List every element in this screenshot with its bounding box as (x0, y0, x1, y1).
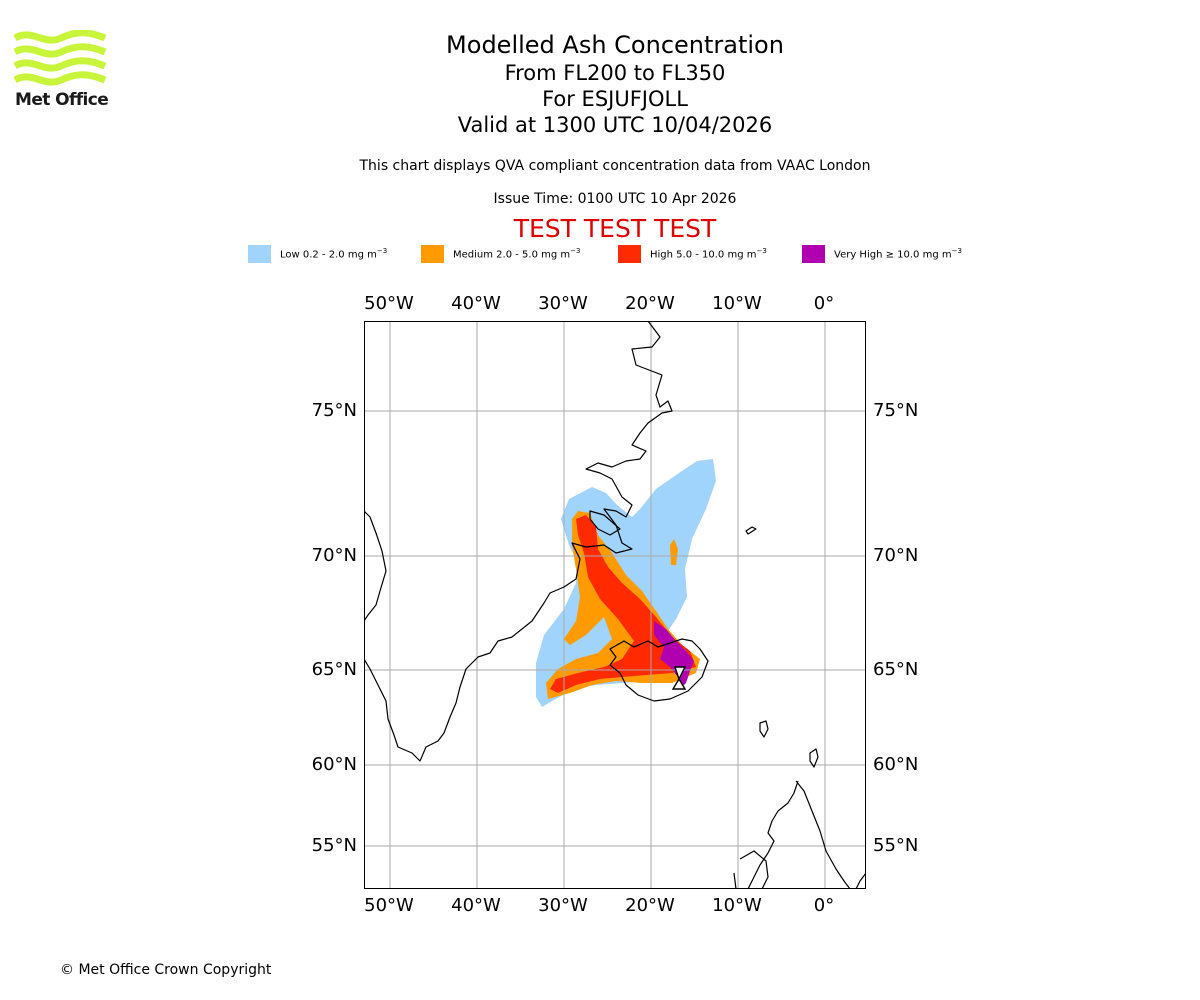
lat-tick-left-60n: 60°N (311, 754, 357, 775)
chart-title: Modelled Ash Concentration (446, 31, 784, 59)
lat-tick-left-65n: 65°N (311, 659, 357, 680)
ash-area-high (550, 515, 696, 693)
lon-tick-bottom-50w: 50°W (364, 895, 414, 916)
lat-tick-right-55n: 55°N (873, 835, 919, 856)
lon-tick-bottom-20w: 20°W (625, 895, 675, 916)
lat-tick-right-65n: 65°N (873, 659, 919, 680)
legend-swatch-medium (421, 245, 444, 263)
legend-exp-high: −3 (756, 247, 767, 255)
valid-time: Valid at 1300 UTC 10/04/2026 (457, 113, 773, 137)
met-office-wave-icon (14, 30, 107, 86)
legend-exp-medium: −3 (570, 247, 581, 255)
legend-label-high: High 5.0 - 10.0 mg m (650, 249, 757, 261)
legend-swatch-low (248, 245, 271, 263)
lon-tick-top-20w: 20°W (625, 293, 675, 314)
chart-title-block: Modelled Ash Concentration From FL200 to… (300, 30, 930, 138)
coastline-greenland-west (365, 511, 387, 621)
lon-tick-top-50w: 50°W (364, 293, 414, 314)
lon-tick-bottom-30w: 30°W (538, 895, 588, 916)
lon-tick-top-30w: 30°W (538, 293, 588, 314)
coastline-ireland (733, 850, 769, 888)
coastline-scotland (747, 780, 850, 888)
chart-description: This chart displays QVA compliant concen… (359, 158, 871, 174)
legend-swatch-very-high (802, 245, 825, 263)
copyright-notice: © Met Office Crown Copyright (60, 962, 272, 978)
legend-exp-low: −3 (376, 247, 388, 255)
coastline-norway-edge (855, 873, 865, 888)
lat-tick-right-60n: 60°N (873, 754, 919, 775)
lat-tick-left-75n: 75°N (311, 400, 357, 421)
map-panel (364, 321, 866, 889)
legend-label-very-high: Very High ≥ 10.0 mg m (834, 249, 952, 261)
legend-exp-very-high: −3 (951, 247, 962, 255)
coastlines (365, 322, 865, 888)
lon-tick-bottom-10w: 10°W (712, 895, 762, 916)
coastline-jan-mayen (745, 526, 757, 535)
lat-tick-right-70n: 70°N (873, 545, 919, 566)
coastline-iceland (609, 638, 709, 702)
lon-tick-top-40w: 40°W (451, 293, 501, 314)
test-banner: TEST TEST TEST (513, 214, 717, 243)
lon-tick-bottom-0: 0° (813, 895, 835, 916)
lon-tick-bottom-40w: 40°W (451, 895, 501, 916)
coastline-faroe-islands (759, 720, 769, 738)
coastline-fjord-scoresby (589, 510, 621, 536)
ash-area-medium-streak (670, 539, 678, 565)
lon-tick-top-0: 0° (813, 293, 835, 314)
lat-tick-left-55n: 55°N (311, 835, 357, 856)
met-office-logo: Met Office (14, 30, 109, 112)
flight-level-range: From FL200 to FL350 (504, 61, 726, 85)
ash-map (365, 322, 865, 888)
legend-label-medium: Medium 2.0 - 5.0 mg m (453, 249, 571, 261)
volcano-marker-icon (671, 666, 687, 690)
map-gridlines (365, 322, 865, 888)
logo-text: Met Office (15, 90, 109, 110)
lat-tick-left-70n: 70°N (311, 545, 357, 566)
legend-label-low: Low 0.2 - 2.0 mg m (280, 249, 377, 261)
issue-time: Issue Time: 0100 UTC 10 Apr 2026 (493, 191, 737, 207)
coastline-shetland (809, 748, 819, 768)
ash-plume (536, 459, 716, 707)
coastline-greenland-east (365, 322, 673, 762)
legend-swatch-high (618, 245, 641, 263)
lon-tick-top-10w: 10°W (712, 293, 762, 314)
volcano-name: For ESJUFJOLL (542, 87, 688, 111)
lat-tick-right-75n: 75°N (873, 400, 919, 421)
